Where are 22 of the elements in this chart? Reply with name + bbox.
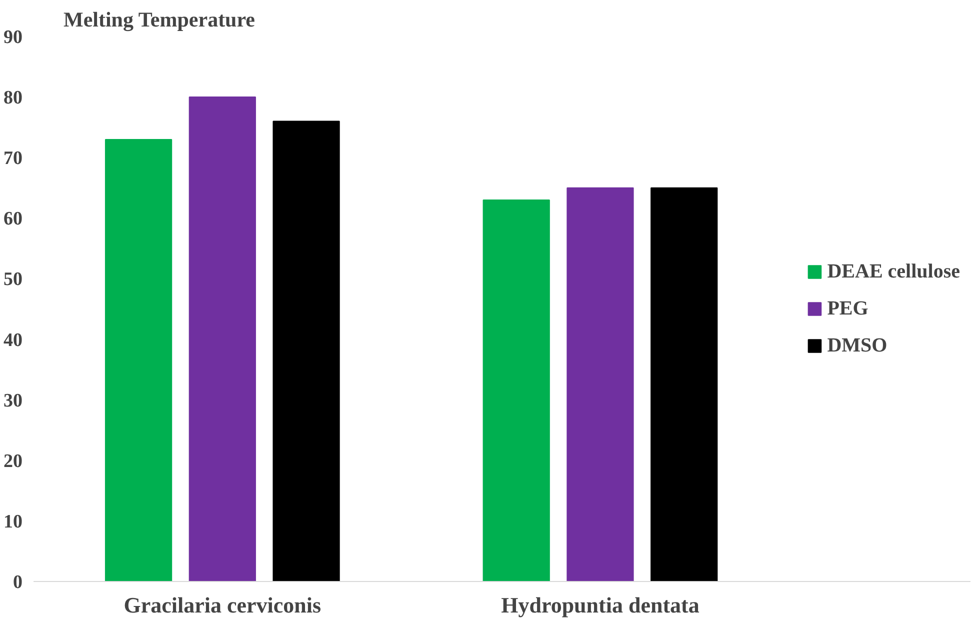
bar bbox=[650, 187, 718, 582]
y-tick-label: 10 bbox=[4, 511, 22, 532]
y-tick-label: 90 bbox=[4, 27, 22, 48]
y-tick-label: 40 bbox=[4, 330, 22, 351]
bar bbox=[272, 120, 340, 582]
legend-label: DMSO bbox=[827, 334, 888, 357]
y-tick-label: 20 bbox=[4, 450, 22, 472]
y-tick-label: 30 bbox=[4, 390, 22, 412]
legend-label: DEAE cellulose bbox=[827, 260, 960, 283]
y-tick-label: 60 bbox=[4, 208, 22, 230]
legend-label: PEG bbox=[827, 297, 868, 320]
y-tick-label: 50 bbox=[4, 269, 22, 290]
y-tick-label: 70 bbox=[4, 148, 22, 170]
bar bbox=[566, 187, 634, 582]
x-tick-label: Hydropuntia dentata bbox=[501, 592, 700, 618]
bar bbox=[482, 200, 550, 582]
y-tick-label: 80 bbox=[4, 88, 22, 109]
bar bbox=[104, 138, 172, 582]
y-tick-label: 0 bbox=[13, 572, 22, 593]
bar bbox=[188, 96, 256, 582]
chart-title: Melting Temperature bbox=[64, 8, 256, 32]
x-tick-label: Gracilaria cerviconis bbox=[124, 592, 322, 618]
